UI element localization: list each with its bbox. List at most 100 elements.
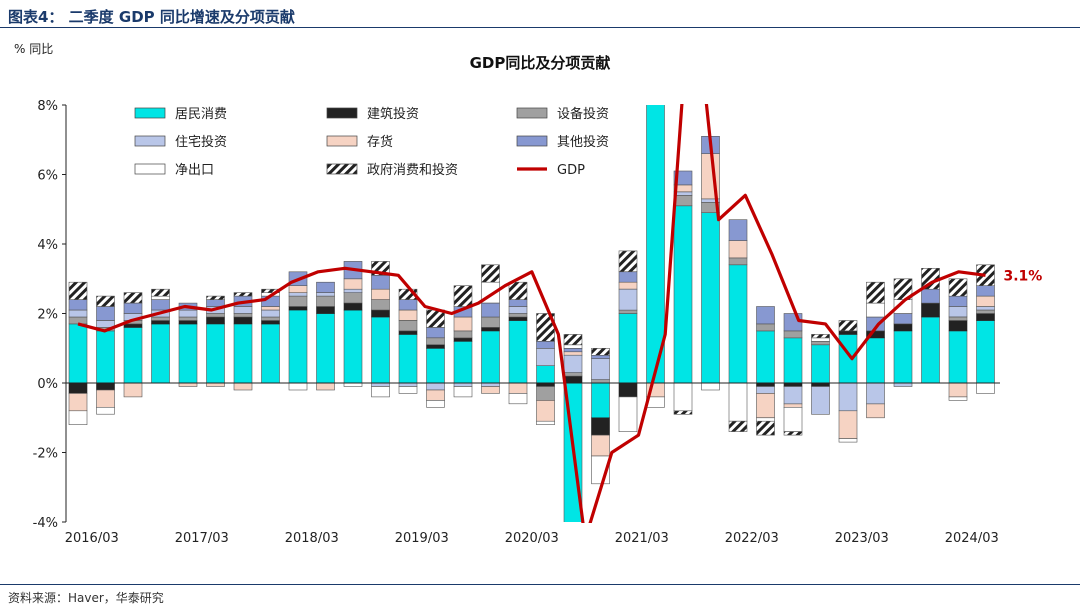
bar-inventory-2016Q2 [96,389,115,408]
x-tick-label: 2020/03 [505,531,559,546]
bar-other-2021Q1 [618,271,638,283]
bar-other-2024Q2 [976,285,995,297]
bar-consumption-2019Q1 [398,334,418,384]
bar-netexport-2019Q3 [453,386,473,398]
bar-construction-2023Q4 [921,302,940,318]
bar-inventory-2021Q1 [618,281,638,290]
bar-residential-2018Q3 [343,288,363,294]
bar-government-2023Q1 [838,320,858,332]
bar-other-2022Q2 [756,306,775,325]
bar-residential-2024Q1 [948,306,968,318]
bar-consumption-2022Q2 [756,330,775,384]
bar-netexport-2022Q1 [728,382,748,422]
gdp-end-label: 3.1% [1004,268,1043,284]
bar-consumption-2022Q4 [811,344,830,384]
bar-residential-2022Q3 [783,386,803,405]
bar-construction-2022Q4 [811,382,830,387]
bar-other-2021Q3 [673,170,693,186]
legend-swatch-equipment [516,107,548,119]
bar-inventory-2018Q4 [371,288,390,300]
bar-government-2016Q2 [96,295,115,307]
bar-government-2017Q3 [233,292,253,297]
bar-consumption-2017Q4 [261,323,280,384]
bar-netexport-2016Q2 [96,406,115,415]
figure-header-title: 图表4： 二季度 GDP 同比增速及分项贡献 [8,8,295,26]
bar-residential-2016Q2 [96,320,115,328]
bar-equipment-2019Q1 [398,320,418,332]
bar-consumption-2018Q2 [316,313,335,384]
y-tick-label: 2% [37,308,58,323]
bar-equipment-2018Q4 [371,299,390,311]
bar-inventory-2022Q1 [728,240,748,259]
bar-netexport-2016Q1 [68,410,88,425]
bar-inventory-2024Q2 [976,295,995,307]
legend-label-other: 其他投资 [557,134,609,150]
bar-equipment-2019Q4 [481,316,500,328]
bar-netexport-2018Q1 [288,382,308,391]
bar-residential-2016Q1 [68,309,88,318]
bar-construction-2016Q2 [96,382,115,391]
bar-inventory-2017Q2 [206,382,225,387]
bar-other-2020Q4 [591,354,610,360]
bar-construction-2017Q2 [206,316,225,325]
bar-government-2024Q1 [948,278,968,297]
x-tick-label: 2023/03 [835,531,889,546]
bar-construction-2018Q1 [288,306,308,311]
bar-consumption-2023Q3 [893,330,913,384]
bar-netexport-2023Q2 [866,302,885,318]
bar-equipment-2022Q1 [728,257,748,266]
bar-government-2021Q3 [673,410,693,415]
bar-residential-2020Q2 [536,347,555,366]
bar-construction-2020Q2 [536,382,555,387]
bar-inventory-2017Q3 [233,382,253,391]
bar-government-2022Q4 [811,334,830,339]
y-tick-label: 0% [37,377,58,392]
bar-equipment-2017Q2 [206,313,225,318]
bar-consumption-2021Q1 [618,313,638,384]
legend-label-equipment: 设备投资 [557,106,609,122]
bar-construction-2017Q1 [178,320,198,325]
bar-other-2020Q2 [536,340,555,349]
bar-equipment-2020Q2 [536,386,555,401]
bar-equipment-2018Q3 [343,292,363,304]
bar-netexport-2023Q1 [838,438,858,443]
bar-inventory-2020Q3 [563,351,583,356]
bar-other-2020Q3 [563,347,583,353]
bar-consumption-2018Q4 [371,316,390,384]
bars-layer [68,105,995,522]
y-tick-label: -4% [33,516,58,531]
bar-inventory-2023Q1 [838,410,858,439]
bar-construction-2023Q3 [893,323,913,332]
bar-netexport-2022Q2 [756,417,775,422]
bar-residential-2017Q4 [261,309,280,318]
bar-netexport-2021Q4 [701,382,720,391]
bar-equipment-2021Q1 [618,309,638,314]
legend-swatch-construction [326,107,358,119]
bar-equipment-2017Q1 [178,316,198,321]
bar-residential-2019Q1 [398,382,418,387]
bar-equipment-2022Q2 [756,323,775,332]
bar-equipment-2019Q3 [453,330,473,339]
bar-residential-2019Q4 [481,382,500,387]
bar-inventory-2019Q4 [481,386,500,394]
bar-consumption-2020Q2 [536,365,555,384]
x-tick-label: 2019/03 [395,531,449,546]
bar-construction-2017Q3 [233,316,253,325]
bar-netexport-2020Q2 [536,420,555,426]
bar-government-2020Q3 [563,334,583,346]
bar-government-2021Q1 [618,250,638,272]
bar-inventory-2019Q1 [398,309,418,321]
bar-netexport-2022Q3 [783,406,803,432]
bar-construction-2018Q3 [343,302,363,311]
bar-construction-2020Q1 [508,316,528,321]
x-tick-label: 2024/03 [945,531,999,546]
bar-equipment-2020Q4 [591,379,610,384]
bar-inventory-2023Q2 [866,403,885,419]
axes-layer: -4% -2% 0% 2% 4% 6% 8% 2016/03 2017/03 2018/03 201… [33,99,1000,546]
bar-consumption-2024Q2 [976,320,995,384]
bar-consumption-2016Q4 [151,323,170,384]
bar-government-2023Q2 [866,281,885,304]
legend-label-residential: 住宅投资 [175,134,227,150]
bar-netexport-2018Q4 [371,386,390,398]
bar-inventory-2018Q3 [343,278,363,290]
